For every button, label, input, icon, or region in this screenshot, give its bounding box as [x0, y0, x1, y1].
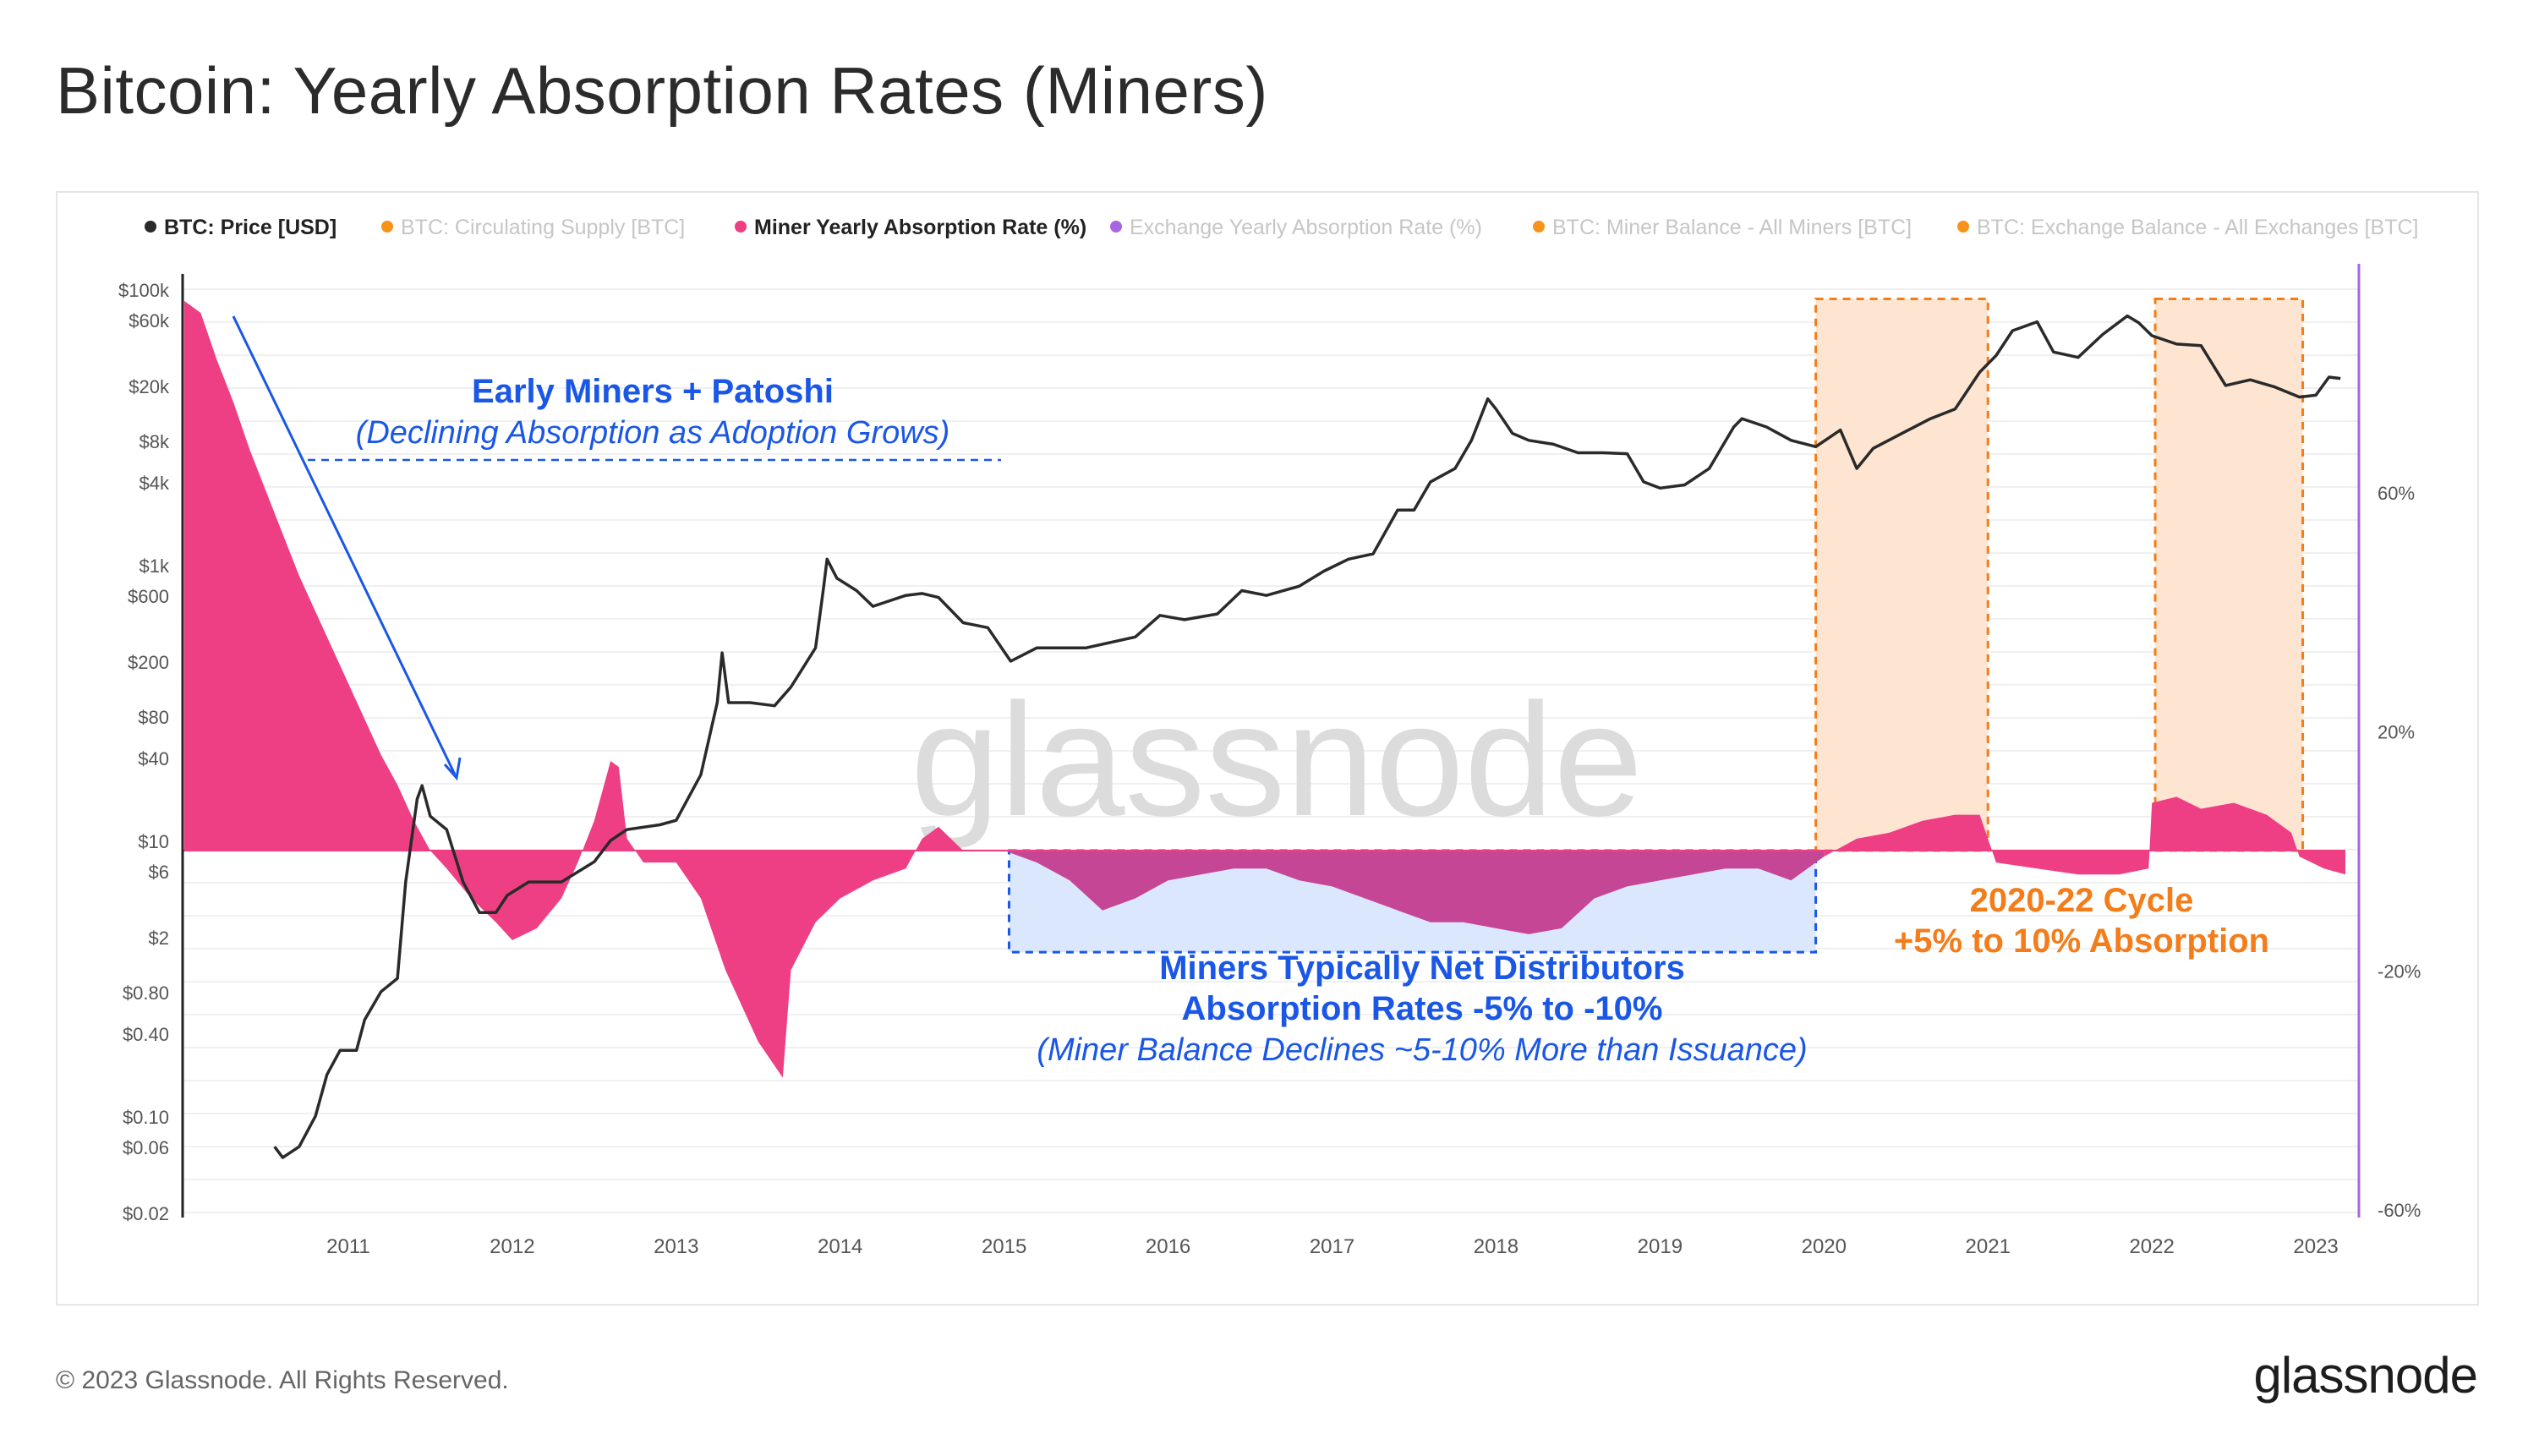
footer-copyright: © 2023 Glassnode. All Rights Reserved. [56, 1366, 509, 1394]
y-right-tick-label: 60% [2378, 483, 2415, 504]
legend-marker [1110, 221, 1122, 233]
miner-rate-layer [183, 300, 2345, 1078]
distributors-line3: (Miner Balance Declines ~5-10% More than… [1037, 1032, 1807, 1068]
x-tick-label: 2022 [2129, 1235, 2174, 1258]
page-title: Bitcoin: Yearly Absorption Rates (Miners… [56, 53, 1268, 128]
x-tick-label: 2020 [1802, 1235, 1847, 1258]
x-tick-label: 2018 [1474, 1235, 1518, 1258]
y-left-tick-label: $80 [138, 707, 169, 728]
early-arrow-line [232, 315, 457, 775]
y-right-tick-label: -20% [2378, 961, 2421, 982]
x-tick-label: 2012 [490, 1235, 534, 1258]
y-right-tick-label: -60% [2378, 1200, 2421, 1221]
legend-label: Miner Yearly Absorption Rate (%) [754, 216, 1086, 239]
y-left-tick-label: $2 [149, 928, 169, 949]
miner-rate-area-late [1824, 796, 2345, 875]
x-tick-label: 2013 [654, 1235, 698, 1258]
y-left-tick-label: $0.06 [123, 1137, 169, 1158]
cycle-line2: +5% to 10% Absorption [1894, 922, 2269, 960]
legend-label: BTC: Miner Balance - All Miners [BTC] [1552, 216, 1912, 239]
price-line [273, 314, 2341, 1159]
distributors-line1: Miners Typically Net Distributors [1159, 950, 1685, 987]
legend-marker [1957, 221, 1969, 233]
footer-logo: glassnode [2253, 1347, 2478, 1404]
y-left-tick-label: $600 [128, 586, 169, 607]
early-title: Early Miners + Patoshi [472, 373, 834, 410]
legend-marker [145, 221, 156, 233]
x-tick-label: 2019 [1638, 1235, 1683, 1258]
legend-label: Exchange Yearly Absorption Rate (%) [1130, 216, 1482, 239]
legend-marker [381, 221, 393, 233]
x-tick-label: 2017 [1310, 1235, 1354, 1258]
legend-label: BTC: Circulating Supply [BTC] [401, 216, 685, 239]
y-left-tick-label: $0.40 [123, 1024, 169, 1045]
y-left-tick-label: $40 [138, 748, 169, 769]
y-left-tick-label: $6 [149, 862, 169, 883]
x-tick-label: 2015 [982, 1235, 1026, 1258]
early-subtitle: (Declining Absorption as Adoption Grows) [356, 415, 950, 451]
miner-rate-area-mid [1004, 851, 1825, 934]
x-tick-label: 2021 [1966, 1235, 2011, 1258]
price-layer [273, 314, 2341, 1159]
legend-label: BTC: Price [USD] [164, 216, 337, 239]
y-left-tick-label: $4k [140, 473, 170, 494]
highlight-2020-21-absorption [1814, 298, 1989, 852]
y-left-tick-label: $0.80 [123, 983, 169, 1004]
miner-rate-area-early [184, 300, 1004, 1078]
x-tick-label: 2023 [2293, 1235, 2338, 1258]
y-left-tick-label: $0.02 [123, 1203, 169, 1224]
axes-layer: $100k $60k $20k $8k $4k $1k $600 $200 $80 $40 $10 $… [118, 264, 2421, 1258]
x-tick-label: 2014 [818, 1235, 862, 1258]
y-left-tick-label: $20k [129, 376, 170, 397]
legend-marker [735, 221, 747, 233]
y-right-tick-label: 20% [2378, 722, 2415, 743]
y-left-tick-label: $10 [138, 831, 169, 852]
y-left-tick-label: $8k [140, 431, 170, 452]
y-left-tick-label: $200 [128, 652, 169, 673]
chart-frame: glassnode $100k $60k $20k $8k $4k $1k $600 $200… [56, 191, 2479, 1305]
chart-svg: glassnode $100k $60k $20k $8k $4k $1k $600 $200… [118, 216, 2421, 1258]
highlight-2022-absorption [2153, 298, 2305, 852]
cycle-line1: 2020-22 Cycle [1970, 882, 2194, 919]
y-left-tick-label: $1k [140, 556, 170, 577]
y-left-tick-label: $60k [129, 310, 170, 331]
annotation-layer: Early Miners + Patoshi (Declining Absorp… [232, 315, 2269, 1068]
x-tick-label: 2016 [1146, 1235, 1190, 1258]
distributors-line2: Absorption Rates -5% to -10% [1182, 990, 1663, 1027]
x-tick-label: 2011 [326, 1235, 370, 1258]
y-left-tick-label: $100k [118, 280, 170, 301]
early-arrow-head [443, 757, 462, 781]
legend-marker [1533, 221, 1545, 233]
legend: BTC: Price [USD] BTC: Circulating Supply … [145, 216, 2418, 239]
y-left-tick-label: $0.10 [123, 1107, 169, 1128]
watermark: glassnode [911, 671, 1643, 850]
legend-label: BTC: Exchange Balance - All Exchanges [B… [1977, 216, 2418, 239]
